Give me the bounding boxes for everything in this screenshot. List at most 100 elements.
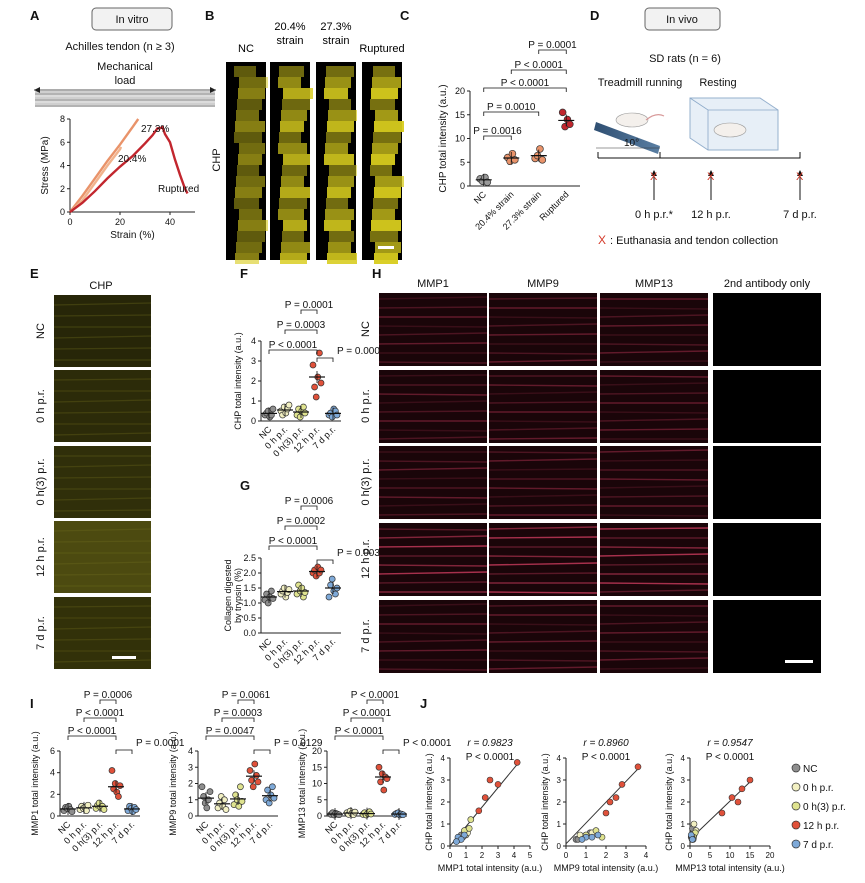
fiber-texture (53, 314, 152, 317)
legend-marker (791, 801, 801, 811)
x-tick-label: 0 (688, 851, 693, 860)
micrograph-col-label: Ruptured (359, 43, 404, 55)
rat-tail (645, 114, 665, 121)
panel-i-mmp1-bracket (99, 699, 117, 704)
bracket-f-label: P = 0.0001 (285, 300, 334, 311)
arrow-head (651, 170, 657, 176)
legend-label: 0 h p.r. (803, 783, 834, 794)
panel-letter-g: G (240, 478, 250, 493)
euthanasia-x-mark: X (650, 171, 658, 183)
panel-i-mmp9-bracket-label: P = 0.0003 (214, 708, 263, 719)
panel-i-mmp9-axes: 0 1 2 3 4 (188, 746, 278, 821)
y-tick-label: 2 (188, 779, 193, 789)
bracket-c (483, 87, 567, 92)
panel-letter-b: B (205, 8, 214, 23)
mechanical-load-label: Mechanical (97, 61, 153, 73)
y-tick-label: 0.5 (243, 613, 256, 623)
fit-line (565, 766, 641, 845)
mmp-micrograph (378, 523, 488, 596)
data-point (461, 831, 468, 839)
row-label: 12 h p.r. (360, 539, 372, 579)
bracket-f (284, 329, 318, 334)
tendon-fluorescence (234, 66, 268, 264)
y-tick-label: 2 (60, 184, 65, 194)
mmp-micrograph (488, 293, 598, 366)
data-point (265, 799, 273, 807)
stress-curve (69, 118, 140, 213)
bracket-g-label: P = 0.0006 (285, 496, 334, 507)
in-vitro-badge (91, 7, 173, 31)
y-tick-label: 4 (681, 754, 686, 763)
bracket-f-label: P < 0.0001 (269, 340, 318, 351)
panel-i-mmp13-axes: 0 5 10 15 20 (312, 746, 407, 821)
y-tick-label: 0 (60, 207, 65, 217)
row-label: 0 h(3) p.r. (360, 458, 372, 505)
y-axis-title: CHP total intensity (a.u.) (438, 84, 449, 192)
data-point (494, 781, 502, 788)
y-tick-label: 2.0 (243, 568, 256, 578)
mmp-column-title: 2nd antibody only (724, 278, 811, 290)
mmp-micrograph (488, 446, 598, 519)
bracket-c-label: P = 0.0001 (528, 40, 577, 51)
data-point (68, 808, 76, 816)
mmp-column-title: MMP13 (635, 278, 673, 290)
bracket-g (268, 545, 318, 550)
data-point (100, 806, 108, 813)
data-point (734, 798, 742, 806)
y-axis-title: MMP1 total intensity (a.u.) (30, 731, 40, 836)
data-point (108, 767, 116, 774)
row-label: 7 d p.r. (360, 619, 372, 653)
chp-tendon-image (54, 295, 151, 367)
bracket-g-label: P < 0.0001 (269, 536, 318, 547)
data-point (203, 804, 211, 812)
data-point (248, 776, 255, 784)
y-tick-label: 0 (317, 811, 322, 821)
data-point (269, 783, 276, 791)
x-tick-label: 1 (464, 851, 469, 860)
y-tick-label: 4 (251, 336, 256, 346)
resting-rat-icon (713, 122, 747, 138)
y-tick-label: 1 (251, 396, 256, 406)
panel-letter-i: I (30, 696, 34, 711)
y-tick-label: 0 (681, 842, 686, 851)
fiber-texture (53, 540, 152, 543)
timeline-bracket-right (660, 152, 801, 159)
data-point (235, 802, 243, 810)
y-tick-label: 1 (557, 820, 562, 829)
panel-letter-e: E (30, 266, 39, 281)
y-tick-label: 20 (312, 746, 322, 756)
x-category-label: NC (472, 189, 489, 206)
fiber-texture (53, 302, 152, 306)
data-point (115, 793, 122, 800)
x-tick-label: 2 (480, 851, 485, 860)
legend-x-mark: X (598, 233, 606, 247)
panel-i-mmp9-bracket (253, 749, 271, 754)
chp-tendon-image (54, 446, 151, 518)
data-point (634, 763, 642, 771)
micrograph-col-label: 27.3% (320, 21, 351, 33)
data-point (311, 383, 318, 391)
data-point (690, 820, 698, 828)
euthanasia-x-mark: X (796, 171, 804, 183)
legend-label: 7 d p.r. (803, 840, 834, 851)
y-tick-label: 0 (50, 811, 55, 821)
legend-label: 12 h p.r. (803, 821, 839, 832)
panel-i-mmp1-bracket-label: P < 0.0001 (76, 708, 125, 719)
panel-i-mmp1-bracket (83, 717, 117, 722)
scale-bar (112, 656, 136, 659)
panel-i-mmp13-bracket (334, 735, 384, 740)
bracket-f (300, 309, 318, 314)
y-tick-label: 2 (681, 798, 686, 807)
bracket-c-label: P = 0.0016 (473, 126, 522, 137)
panel-i-mmp1-bracket-label: P < 0.0001 (68, 726, 117, 737)
y-tick-label: 0.0 (243, 628, 256, 638)
bracket-g-label: P = 0.0031 (337, 548, 386, 559)
fiber-texture (53, 638, 152, 641)
y-tick-label: 1 (441, 820, 446, 829)
y-tick-label: 6 (60, 137, 65, 147)
y-axis-title: CHP total intensity (a.u.) (664, 753, 674, 850)
data-point (301, 409, 309, 417)
y-tick-label: 5 (317, 795, 322, 805)
x-tick-label: 0 (564, 851, 569, 860)
